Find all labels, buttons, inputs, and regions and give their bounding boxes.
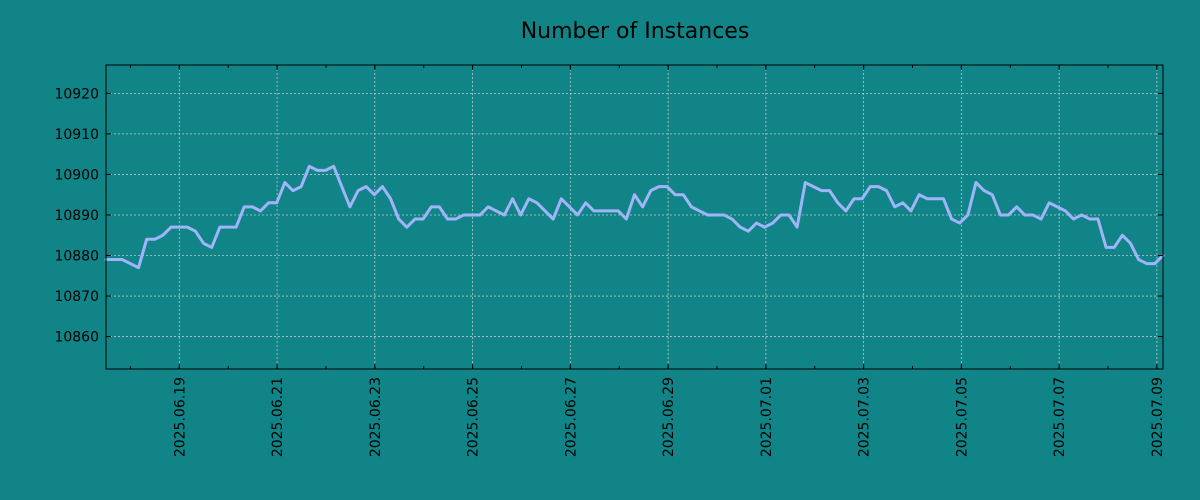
x-tick-label: 2025.07.09 [1150, 377, 1166, 457]
chart-title: Number of Instances [521, 19, 750, 44]
x-tick-label: 2025.07.07 [1052, 377, 1068, 457]
x-tick-label: 2025.06.25 [466, 377, 482, 457]
x-tick-label: 2025.06.19 [172, 377, 188, 457]
x-tick-label: 2025.06.29 [661, 377, 677, 457]
y-tick-label: 10910 [54, 127, 99, 143]
grid-lines [106, 65, 1163, 369]
x-tick-label: 2025.07.03 [857, 377, 873, 457]
series-layer [104, 164, 1165, 270]
y-tick-label: 10870 [54, 289, 99, 305]
x-tick-label: 2025.07.05 [954, 377, 970, 457]
y-tick-label: 10860 [54, 330, 99, 346]
y-tick-label: 10900 [54, 167, 99, 183]
x-axis-tick-labels: 2025.06.19 2025.06.21 2025.06.23 2025.06.25… [172, 377, 1166, 457]
series-line [104, 164, 1165, 270]
x-tick-label: 2025.06.21 [270, 377, 286, 457]
x-tick-label: 2025.07.01 [759, 377, 775, 457]
y-tick-label: 10920 [54, 86, 99, 102]
x-tick-label: 2025.06.23 [368, 377, 384, 457]
plot-area-frame [105, 64, 1164, 370]
tick-marks [106, 65, 1163, 369]
x-tick-label: 2025.06.27 [563, 377, 579, 457]
y-tick-label: 10880 [54, 249, 99, 265]
y-tick-label: 10890 [54, 208, 99, 224]
y-axis-tick-labels: 10860 10870 10880 10890 10900 10910 10920 [54, 86, 99, 345]
